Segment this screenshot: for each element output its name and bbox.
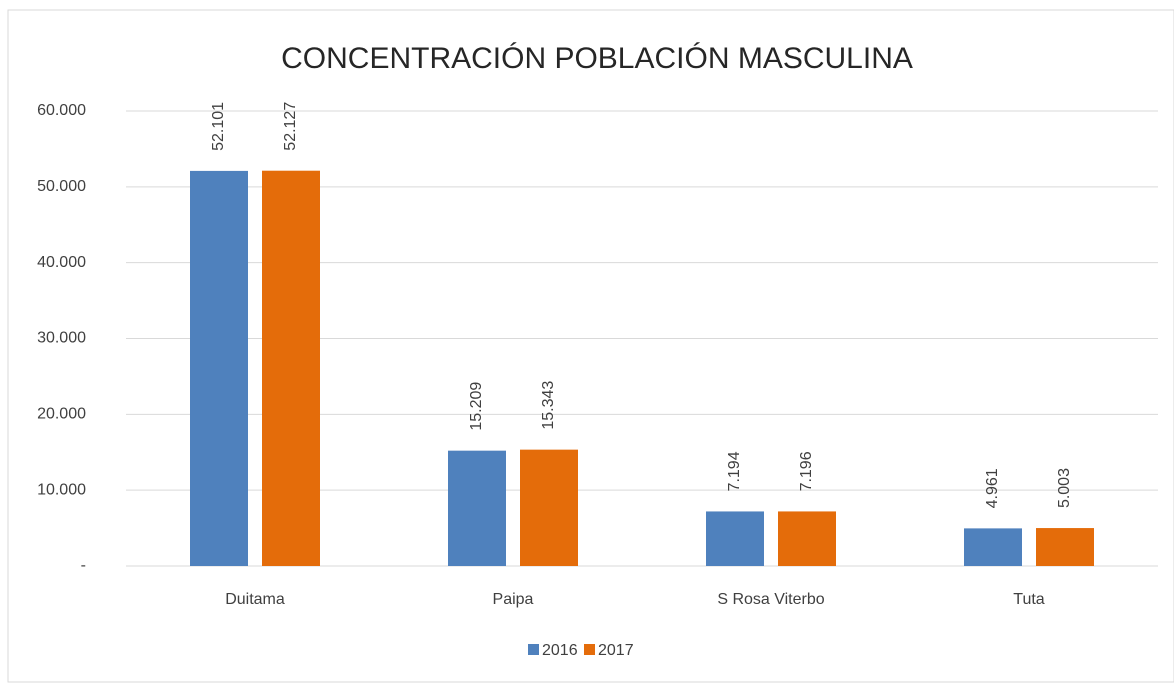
bar xyxy=(190,170,248,566)
legend-label: 2016 xyxy=(542,642,578,659)
chart-title: CONCENTRACIÓN POBLACIÓN MASCULINA xyxy=(281,42,913,75)
x-tick-label: Duitama xyxy=(225,591,285,608)
value-label: 7.194 xyxy=(726,451,743,491)
chart-border xyxy=(7,9,1174,683)
bar xyxy=(778,511,836,566)
value-label: 15.209 xyxy=(468,382,485,431)
y-tick-label: - xyxy=(81,557,86,574)
value-label: 4.961 xyxy=(984,468,1001,508)
y-tick-label: 40.000 xyxy=(37,254,86,271)
bar xyxy=(964,528,1022,566)
legend-label: 2017 xyxy=(598,642,634,659)
value-label: 5.003 xyxy=(1056,468,1073,508)
bar xyxy=(520,449,578,566)
value-label: 15.343 xyxy=(540,381,557,430)
y-tick-label: 20.000 xyxy=(37,406,86,423)
y-tick-label: 60.000 xyxy=(37,102,86,119)
bar xyxy=(262,170,320,566)
bar xyxy=(1036,528,1094,566)
legend-swatch xyxy=(528,644,539,655)
y-tick-label: 10.000 xyxy=(37,481,86,498)
value-label: 7.196 xyxy=(798,451,815,491)
y-tick-label: 30.000 xyxy=(37,330,86,347)
x-tick-label: Tuta xyxy=(1013,591,1045,608)
bar xyxy=(448,450,506,566)
y-tick-label: 50.000 xyxy=(37,178,86,195)
value-label: 52.101 xyxy=(210,102,227,151)
x-tick-label: S Rosa Viterbo xyxy=(717,591,824,608)
bar xyxy=(706,511,764,566)
x-tick-label: Paipa xyxy=(493,591,534,608)
legend-swatch xyxy=(584,644,595,655)
value-label: 52.127 xyxy=(282,102,299,151)
